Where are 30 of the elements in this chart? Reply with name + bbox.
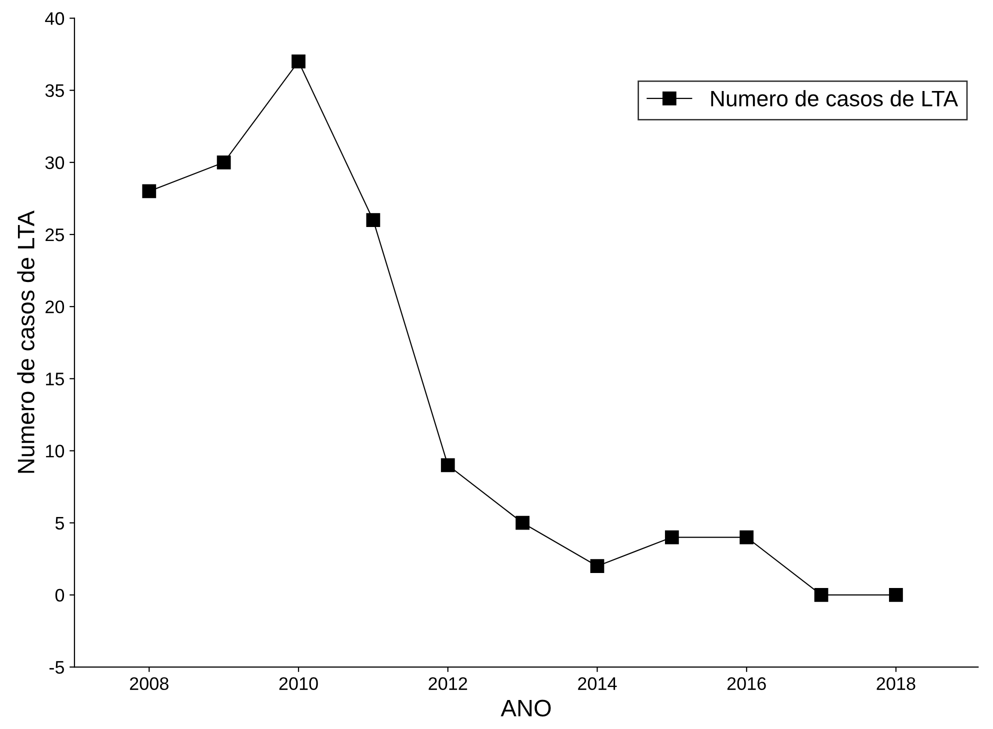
point [142, 184, 156, 198]
point [590, 559, 604, 574]
x-tick-label: 2010 [279, 677, 318, 690]
x-tick-label: 2008 [130, 677, 168, 690]
y-tick-label: 0 [55, 588, 64, 602]
y-tick-label: 15 [46, 372, 64, 386]
point [516, 516, 530, 530]
y-tick-label: 40 [45, 12, 64, 25]
x-tick-label: 2018 [876, 677, 916, 690]
y-tick-label: 5 [55, 516, 64, 530]
point [216, 155, 231, 170]
point [292, 54, 306, 68]
x-tick-label: 2016 [727, 677, 766, 690]
point [889, 588, 903, 602]
x-tick-label: 2012 [428, 677, 468, 690]
y-tick-label: 20 [46, 300, 64, 314]
point [740, 530, 754, 544]
y-tick-label: -5 [50, 661, 64, 674]
point [814, 588, 828, 602]
point [366, 213, 380, 228]
y-tick-label: 35 [45, 84, 64, 98]
y-tick-label: 25 [46, 228, 64, 242]
y-tick-label: 10 [46, 444, 64, 458]
legend-label: Numero de casos de LTA [711, 90, 958, 106]
x-axis-title: ANO [500, 700, 551, 716]
x-tick-label: 2014 [578, 677, 617, 690]
point [440, 458, 455, 472]
point [664, 530, 679, 544]
y-tick-label: 30 [45, 156, 64, 170]
y-axis-title: Numero de casos de LTA [17, 210, 34, 473]
